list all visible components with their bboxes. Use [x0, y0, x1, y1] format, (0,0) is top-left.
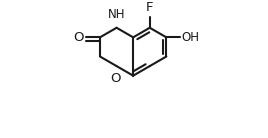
Text: OH: OH: [181, 31, 199, 44]
Text: O: O: [73, 30, 84, 43]
Text: O: O: [110, 72, 121, 85]
Text: NH: NH: [108, 8, 125, 21]
Text: F: F: [146, 1, 154, 14]
